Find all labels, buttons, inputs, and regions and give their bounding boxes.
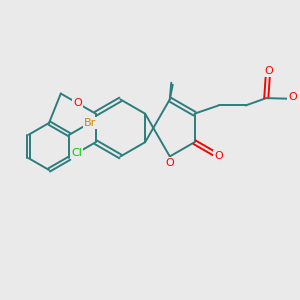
Text: O: O [214,151,223,161]
Text: O: O [264,66,273,76]
Text: Cl: Cl [71,148,82,158]
Text: O: O [165,158,174,168]
Text: O: O [288,92,297,102]
Text: Br: Br [84,118,96,128]
Text: O: O [73,98,82,108]
